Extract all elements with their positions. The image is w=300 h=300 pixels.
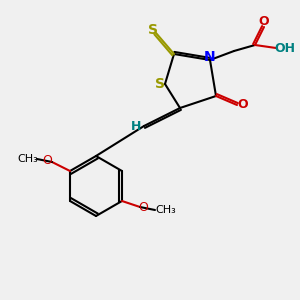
Text: OH: OH [274,41,296,55]
Text: S: S [148,23,158,37]
Text: CH₃: CH₃ [155,205,176,215]
Text: CH₃: CH₃ [18,154,38,164]
Text: N: N [204,50,216,64]
Text: O: O [238,98,248,112]
Text: S: S [155,77,166,91]
Text: O: O [259,14,269,28]
Text: H: H [131,119,142,133]
Text: O: O [138,200,148,214]
Text: O: O [43,154,52,167]
